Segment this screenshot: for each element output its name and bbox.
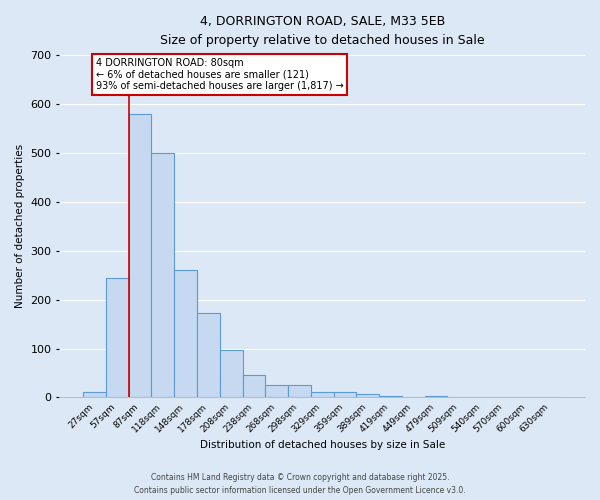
Bar	[356, 394, 379, 398]
Bar	[129, 114, 151, 398]
Bar	[334, 392, 356, 398]
Bar	[197, 314, 220, 398]
Bar	[265, 386, 288, 398]
Title: 4, DORRINGTON ROAD, SALE, M33 5EB
Size of property relative to detached houses i: 4, DORRINGTON ROAD, SALE, M33 5EB Size o…	[160, 15, 484, 47]
Bar	[311, 392, 334, 398]
Text: 4 DORRINGTON ROAD: 80sqm
← 6% of detached houses are smaller (121)
93% of semi-d: 4 DORRINGTON ROAD: 80sqm ← 6% of detache…	[96, 58, 343, 91]
Bar	[242, 374, 265, 398]
Y-axis label: Number of detached properties: Number of detached properties	[15, 144, 25, 308]
Bar	[220, 350, 242, 398]
Bar	[151, 153, 174, 398]
X-axis label: Distribution of detached houses by size in Sale: Distribution of detached houses by size …	[200, 440, 445, 450]
Bar	[379, 396, 402, 398]
Bar	[425, 396, 448, 398]
Text: Contains HM Land Registry data © Crown copyright and database right 2025.
Contai: Contains HM Land Registry data © Crown c…	[134, 474, 466, 495]
Bar	[83, 392, 106, 398]
Bar	[106, 278, 129, 398]
Bar	[174, 270, 197, 398]
Bar	[288, 386, 311, 398]
